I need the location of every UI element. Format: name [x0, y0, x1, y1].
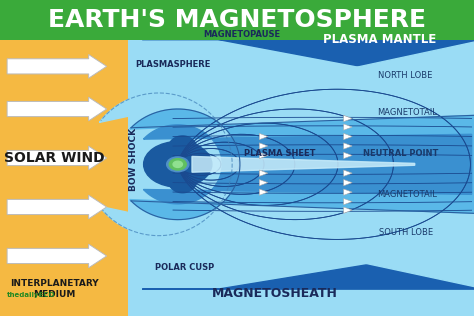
- Circle shape: [169, 159, 186, 170]
- Text: PLASMASPHERE: PLASMASPHERE: [135, 60, 211, 69]
- Bar: [0, 0, 128, 316]
- Text: PLASMA SHEET: PLASMA SHEET: [244, 149, 315, 158]
- Polygon shape: [259, 170, 268, 176]
- Polygon shape: [344, 115, 352, 122]
- Text: NEUTRAL POINT: NEUTRAL POINT: [363, 149, 438, 158]
- Text: SOLAR WIND: SOLAR WIND: [4, 151, 105, 165]
- Bar: [0, 0, 474, 40]
- Polygon shape: [259, 189, 268, 195]
- Text: PLASMA MANTLE: PLASMA MANTLE: [323, 33, 436, 46]
- Text: POLAR CUSP: POLAR CUSP: [155, 263, 214, 271]
- Polygon shape: [344, 124, 352, 130]
- Text: NORTH LOBE: NORTH LOBE: [378, 71, 432, 80]
- Text: INTERPLANETARY
MEDIUM: INTERPLANETARY MEDIUM: [10, 279, 99, 299]
- Text: MAGNETOPAUSE: MAGNETOPAUSE: [203, 30, 280, 39]
- Polygon shape: [344, 179, 352, 186]
- Polygon shape: [344, 152, 352, 159]
- Text: thedailyECO: thedailyECO: [7, 293, 55, 298]
- Polygon shape: [344, 170, 352, 176]
- Polygon shape: [259, 179, 268, 186]
- Polygon shape: [344, 207, 352, 213]
- Polygon shape: [130, 109, 474, 220]
- Polygon shape: [168, 136, 197, 164]
- Polygon shape: [259, 152, 268, 159]
- Circle shape: [144, 142, 212, 187]
- FancyArrow shape: [7, 244, 107, 268]
- Polygon shape: [344, 143, 352, 149]
- Polygon shape: [344, 198, 352, 205]
- Polygon shape: [144, 125, 472, 204]
- Polygon shape: [142, 246, 474, 289]
- Polygon shape: [259, 133, 268, 140]
- FancyArrow shape: [7, 195, 107, 219]
- Polygon shape: [168, 164, 197, 193]
- FancyArrow shape: [7, 97, 107, 121]
- Polygon shape: [344, 189, 352, 195]
- Polygon shape: [142, 40, 474, 88]
- Bar: [128, 0, 474, 316]
- Text: MAGNETOSHEATH: MAGNETOSHEATH: [212, 287, 338, 301]
- Polygon shape: [100, 41, 474, 288]
- Text: MAGNETOTAIL: MAGNETOTAIL: [377, 190, 437, 199]
- Text: EARTH'S MAGNETOSPHERE: EARTH'S MAGNETOSPHERE: [48, 8, 426, 32]
- Circle shape: [167, 157, 189, 172]
- Text: SOUTH LOBE: SOUTH LOBE: [379, 228, 433, 237]
- Text: MAGNETOTAIL: MAGNETOTAIL: [377, 108, 437, 117]
- Polygon shape: [259, 143, 268, 149]
- Text: BOW SHOCK: BOW SHOCK: [129, 128, 138, 191]
- FancyArrow shape: [7, 146, 107, 170]
- Circle shape: [173, 161, 182, 167]
- FancyArrow shape: [7, 54, 107, 78]
- Polygon shape: [344, 133, 352, 140]
- Polygon shape: [192, 156, 415, 172]
